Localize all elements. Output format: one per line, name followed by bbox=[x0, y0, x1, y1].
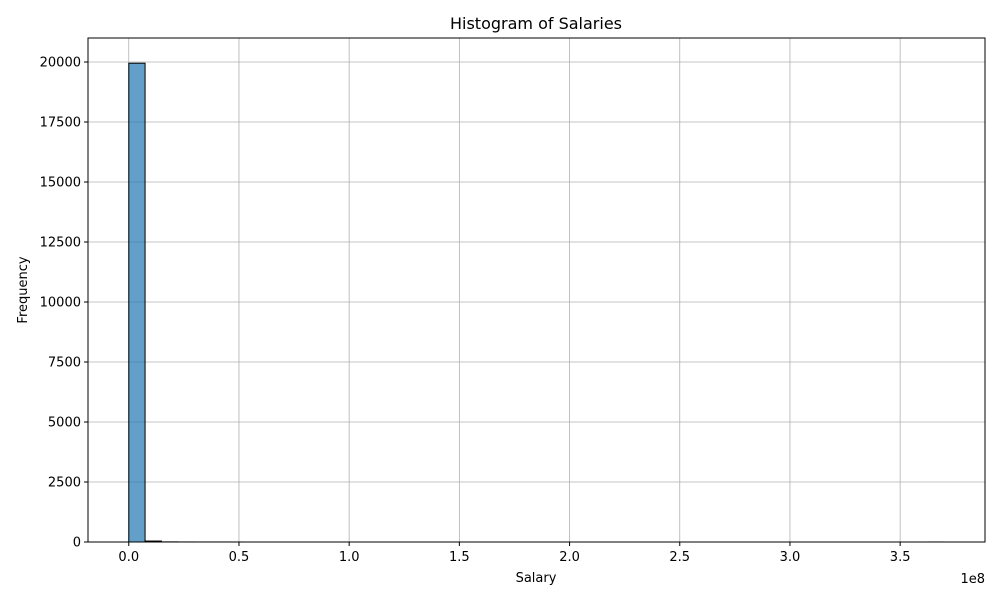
y-axis-title: Frequency bbox=[16, 256, 31, 323]
x-tick-label: 2.0 bbox=[559, 550, 580, 565]
x-axis-offset-label: 1e8 bbox=[960, 572, 985, 587]
x-tick-label: 1.5 bbox=[449, 550, 470, 565]
chart-title: Histogram of Salaries bbox=[450, 14, 622, 33]
histogram-bar bbox=[128, 62, 146, 543]
x-axis-title: Salary bbox=[516, 571, 557, 586]
x-tick-label: 1.0 bbox=[339, 550, 360, 565]
y-tick-label: 0 bbox=[73, 536, 81, 551]
y-tick-label: 12500 bbox=[40, 236, 81, 251]
x-tick-label: 0.5 bbox=[229, 550, 250, 565]
plot-area-background bbox=[88, 38, 985, 542]
y-tick-label: 10000 bbox=[40, 296, 81, 311]
x-tick-label: 0.0 bbox=[118, 550, 139, 565]
y-tick-label: 7500 bbox=[48, 356, 81, 371]
x-tick-label: 2.5 bbox=[669, 550, 690, 565]
y-tick-label: 2500 bbox=[48, 476, 81, 491]
plot-area-frame bbox=[87, 37, 986, 543]
y-tick-label: 5000 bbox=[48, 416, 81, 431]
y-tick-label: 15000 bbox=[40, 176, 81, 191]
x-tick-label: 3.5 bbox=[890, 550, 911, 565]
y-tick-label: 20000 bbox=[40, 56, 81, 71]
y-tick-label: 17500 bbox=[40, 116, 81, 131]
x-axis-ticks: 0.0 0.5 1.0 1.5 2.0 2.5 3.0 3.5 bbox=[118, 542, 910, 565]
x-tick-label: 3.0 bbox=[780, 550, 801, 565]
y-axis-ticks: 0 2500 5000 7500 10000 12500 15000 17500 20000 bbox=[40, 56, 88, 551]
